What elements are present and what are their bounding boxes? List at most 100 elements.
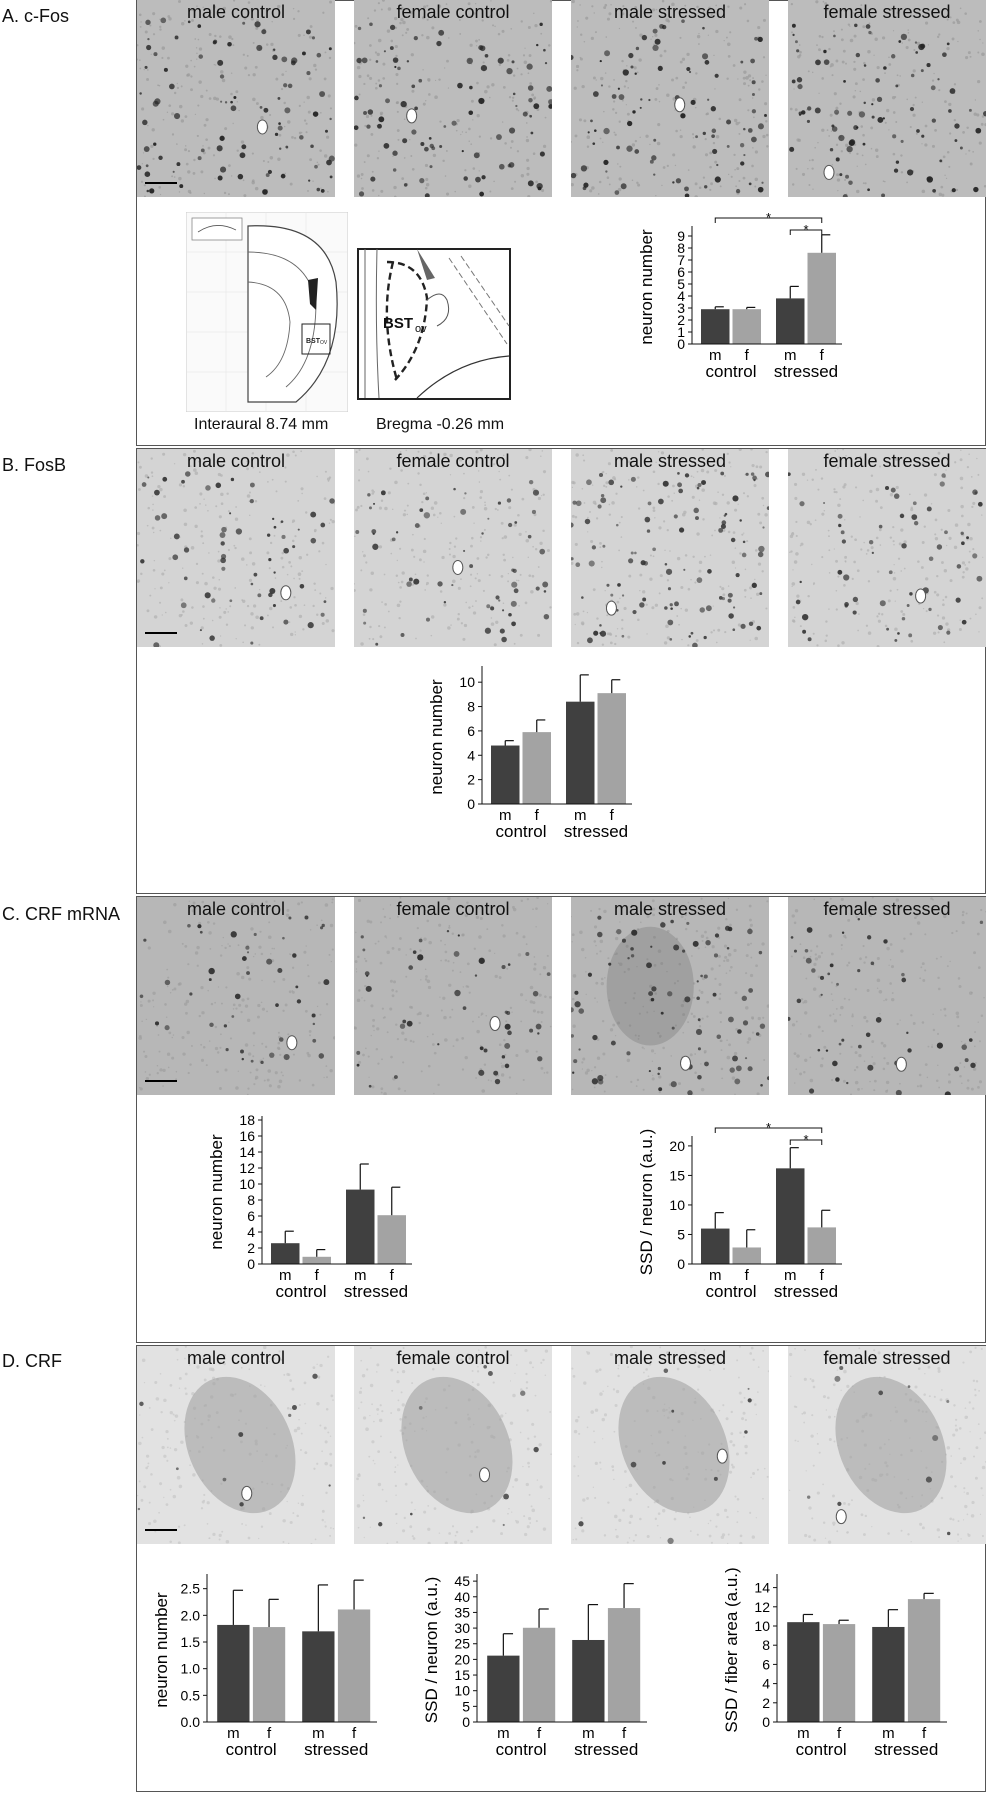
bar-stressed-f — [337, 1609, 371, 1722]
y-tick-label: 15 — [669, 1167, 685, 1183]
y-tick-label: 10 — [669, 1197, 685, 1213]
y-tick-label: 5 — [462, 1698, 470, 1714]
bar-control-m — [787, 1622, 820, 1722]
chart-d-neuron-number: 0.0 0.5 1.0 1.5 2.0 2.5 neuron number m f m f contr… — [145, 1568, 385, 1768]
y-axis-label: neuron number — [152, 1592, 171, 1708]
sublabel: f — [745, 347, 750, 364]
bar-stressed-f — [907, 1599, 941, 1722]
y-tick-label: 0 — [677, 1256, 685, 1272]
y-tick-label: 4 — [677, 288, 685, 304]
sublabel: m — [784, 1267, 797, 1284]
micrograph-b-female-stressed: female stressed — [788, 449, 986, 647]
micrograph-a-female-stressed: female stressed — [788, 0, 986, 197]
micrograph-caption: female control — [396, 451, 510, 471]
sublabel: f — [837, 1725, 842, 1742]
micrograph-caption: male stressed — [613, 899, 727, 919]
micrograph-caption: male stressed — [613, 451, 727, 471]
micrograph-caption: male control — [186, 899, 286, 919]
micrograph-d-male-control: male control — [137, 1346, 335, 1544]
bar-stressed-m — [776, 298, 805, 344]
y-tick-label: 10 — [454, 1683, 470, 1699]
micrograph-b-female-control: female control — [354, 449, 552, 647]
sublabel: f — [352, 1725, 357, 1742]
y-tick-label: 10 — [754, 1618, 770, 1634]
y-tick-label: 10 — [459, 674, 475, 690]
micrograph-caption: male control — [186, 1348, 286, 1368]
sublabel: f — [622, 1725, 627, 1742]
y-tick-label: 9 — [677, 228, 685, 244]
y-tick-label: 4 — [762, 1676, 770, 1692]
bar-control-f — [822, 1624, 856, 1722]
y-tick-label: 4 — [467, 747, 475, 763]
group-label: control — [705, 362, 756, 381]
atlas-region-label: BST — [383, 315, 413, 332]
sublabel: f — [820, 1267, 825, 1284]
sublabel: m — [582, 1725, 595, 1742]
bar-stressed-m — [346, 1189, 375, 1264]
panel-b-label: B. FosB — [2, 455, 67, 475]
svg-text:BST: BST — [306, 338, 321, 345]
y-tick-label: 6 — [677, 264, 685, 280]
y-tick-label: 0 — [462, 1714, 470, 1730]
y-tick-label: 1 — [677, 324, 685, 340]
group-label: stressed — [344, 1282, 408, 1301]
bar-control-m — [271, 1243, 300, 1264]
bar-stressed-m — [572, 1639, 605, 1722]
group-label: control — [495, 822, 546, 841]
micrograph-a-male-control: male control — [137, 0, 335, 197]
y-tick-label: 40 — [454, 1589, 470, 1605]
significance-bracket — [714, 1127, 823, 1133]
y-tick-label: 8 — [677, 240, 685, 256]
micrograph-caption: female control — [396, 2, 510, 22]
y-tick-label: 25 — [454, 1636, 470, 1652]
bar-control-f — [302, 1256, 331, 1264]
panel-a-label: A. c-Fos — [2, 6, 70, 26]
group-label: control — [226, 1740, 277, 1759]
bar-stressed-f — [607, 1608, 641, 1722]
group-label: control — [275, 1282, 326, 1301]
y-axis-label: SSD / fiber area (a.u.) — [722, 1567, 741, 1732]
chart-b-fosb: 0 2 4 6 8 10 neuron number m f m f control stressed — [420, 660, 640, 850]
group-label: stressed — [774, 1282, 838, 1301]
chart-d-ssd-per-fiber-area: 0 2 4 6 8 10 12 14 SSD / fiber area (a.u.) m f m f co… — [715, 1567, 955, 1768]
atlas-section-drawing: BST OV — [186, 212, 348, 412]
y-tick-label: 16 — [239, 1128, 255, 1144]
y-tick-label: 15 — [454, 1667, 470, 1683]
y-axis-label: neuron number — [207, 1134, 226, 1250]
y-axis-label: SSD / neuron (a.u.) — [422, 1577, 441, 1723]
bar-control-f — [522, 1627, 556, 1722]
sublabel: f — [390, 1267, 395, 1284]
y-axis-label: SSD / neuron (a.u.) — [637, 1129, 656, 1275]
group-label: stressed — [874, 1740, 938, 1759]
y-tick-label: 7 — [677, 252, 685, 268]
bar-stressed-f — [807, 252, 836, 344]
sublabel: f — [745, 1267, 750, 1284]
micrograph-d-female-control: female control — [354, 1346, 552, 1544]
micrograph-d-male-stressed: male stressed — [571, 1346, 769, 1544]
micrograph-caption: female stressed — [823, 899, 951, 919]
significance-star: * — [766, 1120, 771, 1135]
sublabel: f — [267, 1725, 272, 1742]
chart-a-cfos: 0 1 2 3 4 5 6 7 8 9 neuron number m f m f control stress… — [630, 200, 850, 390]
sublabel: m — [797, 1725, 810, 1742]
sublabel: m — [882, 1725, 895, 1742]
sublabel: f — [535, 807, 540, 824]
sublabel: m — [709, 1267, 722, 1284]
y-tick-label: 4 — [247, 1224, 255, 1240]
significance-bracket — [789, 1139, 823, 1145]
sublabel: m — [312, 1725, 325, 1742]
sublabel: m — [497, 1725, 510, 1742]
y-tick-label: 2.5 — [181, 1581, 201, 1597]
y-tick-label: 8 — [247, 1192, 255, 1208]
micrograph-caption: male control — [186, 2, 286, 22]
sublabel: m — [227, 1725, 240, 1742]
micrograph-caption: female stressed — [823, 1348, 951, 1368]
micrograph-caption: male stressed — [613, 1348, 727, 1368]
bar-stressed-m — [776, 1168, 805, 1264]
significance-star: * — [803, 222, 808, 237]
y-tick-label: 2 — [247, 1240, 255, 1256]
micrograph-caption: female stressed — [823, 2, 951, 22]
y-tick-label: 0.5 — [181, 1687, 201, 1703]
bar-control-m — [701, 1228, 730, 1264]
bar-stressed-f — [377, 1215, 406, 1264]
